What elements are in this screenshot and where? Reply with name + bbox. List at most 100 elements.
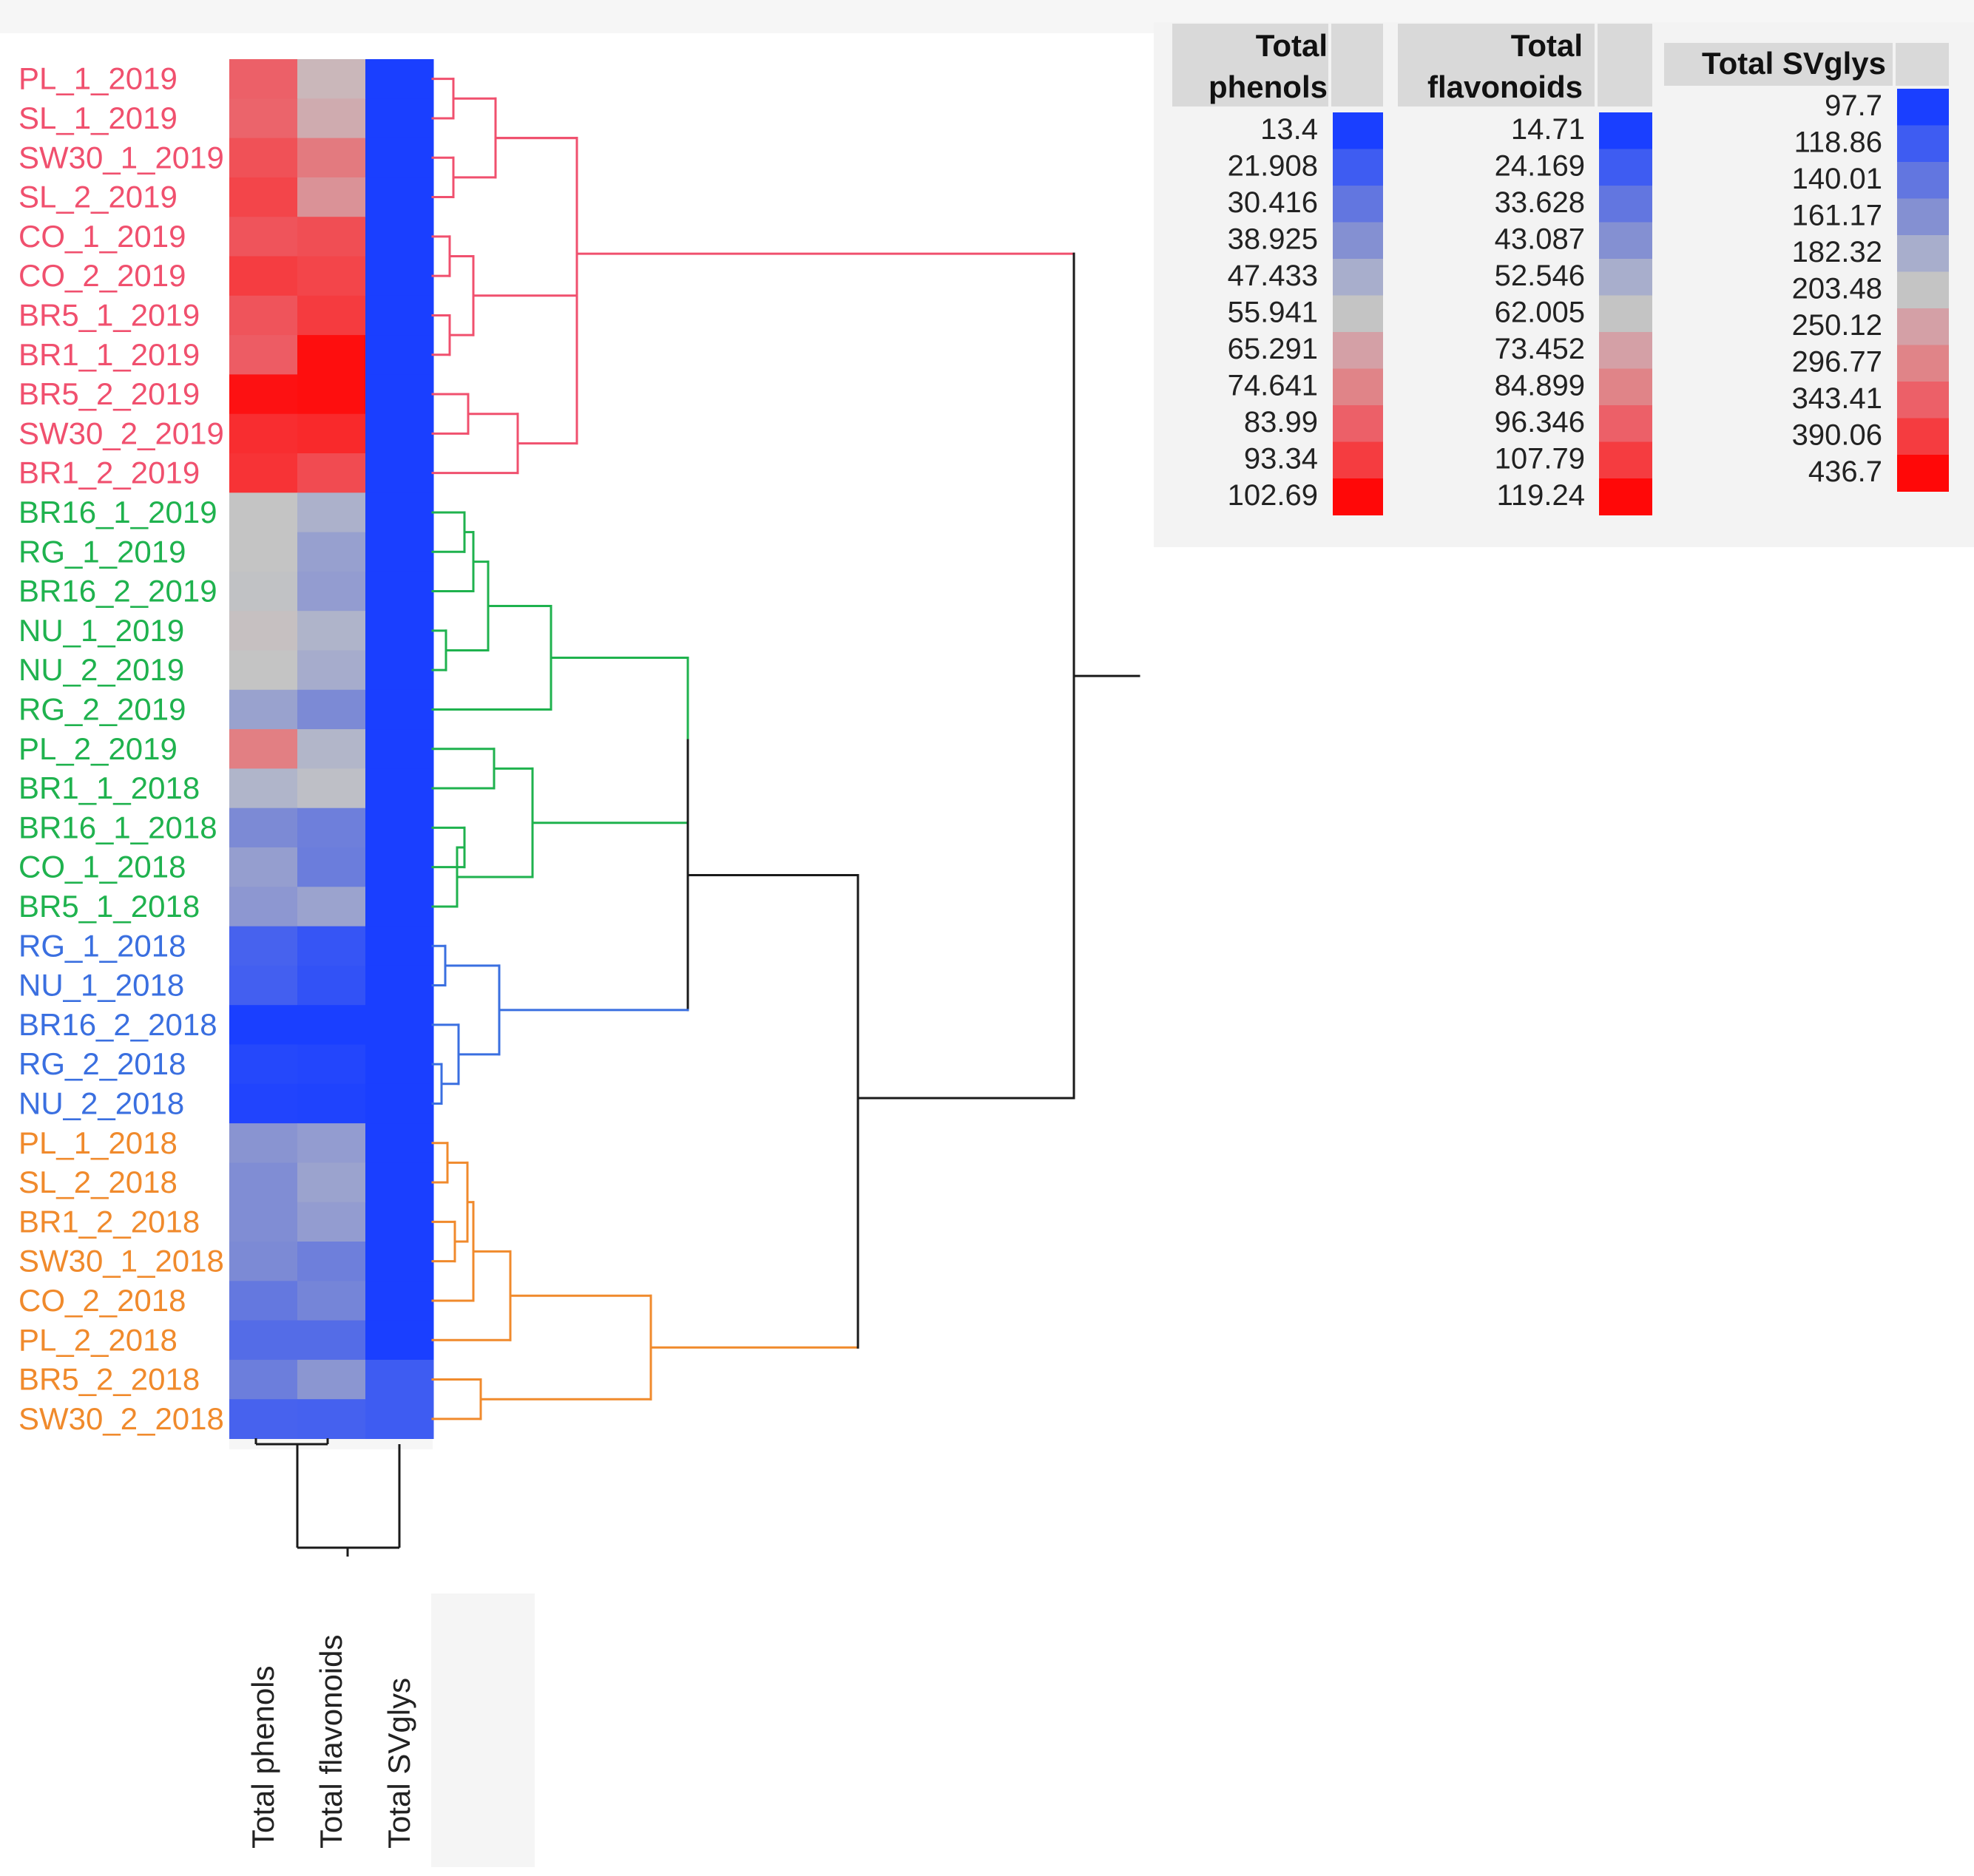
heatmap-cell (297, 1083, 366, 1124)
heatmap-cell (297, 1281, 366, 1321)
legend-swatch (1897, 345, 1949, 382)
row-label: CO_1_2019 (18, 219, 186, 254)
heatmap-cell (365, 1083, 434, 1124)
column-label: Total phenols (246, 1665, 280, 1849)
legend-swatch (1333, 441, 1383, 479)
heatmap-cell (297, 571, 366, 612)
heatmap-cell (297, 453, 366, 493)
row-label: BR1_2_2018 (18, 1204, 200, 1239)
heatmap-cell (365, 374, 434, 415)
heatmap-cell (229, 729, 298, 769)
legend-tick-label: 43.087 (1495, 223, 1585, 256)
legend-swatch (1333, 222, 1383, 260)
legend-swatch (1897, 382, 1949, 419)
heatmap-cell (297, 1044, 366, 1085)
legend-swatch (1333, 478, 1383, 515)
row-dendrogram (431, 78, 1140, 1420)
heatmap-cell (297, 650, 366, 691)
column-label-panel (431, 1594, 535, 1867)
legend-tick-label: 93.34 (1244, 443, 1318, 475)
row-label: BR16_2_2018 (18, 1007, 217, 1042)
legend-title: Total (1511, 28, 1583, 63)
legend-swatch (1897, 162, 1949, 199)
legend-tick-label: 65.291 (1228, 333, 1318, 365)
legend-tick-label: 73.452 (1495, 333, 1585, 365)
heatmap-cell (365, 847, 434, 887)
heatmap-cell (297, 374, 366, 415)
heatmap-cell (229, 98, 298, 139)
heatmap-cell (365, 1242, 434, 1281)
legend-tick-label: 74.641 (1228, 370, 1318, 402)
legend-tick-label: 55.941 (1228, 297, 1318, 329)
heatmap-cell (229, 926, 298, 966)
row-label: SL_2_2018 (18, 1165, 178, 1199)
row-label: CO_1_2018 (18, 850, 186, 884)
legend-swatch (1599, 112, 1652, 149)
legend-tick-label: 30.416 (1228, 186, 1318, 219)
heatmap-cell (229, 413, 298, 454)
row-labels: PL_1_2019 SL_1_2019 SW30_1_2019 SL_2_2019 CO… (18, 61, 224, 1436)
heatmap-cell (229, 1083, 298, 1124)
heatmap-cell (365, 1399, 434, 1439)
row-label: SW30_1_2019 (18, 140, 224, 175)
heatmap-cell (365, 768, 434, 809)
legend-tick-label: 84.899 (1495, 370, 1585, 402)
heatmap-cell (297, 1005, 366, 1045)
legend-tick-label: 33.628 (1495, 186, 1585, 219)
legend-swatch (1599, 405, 1652, 442)
heatmap-cell (365, 335, 434, 375)
heatmap-cell (365, 650, 434, 691)
heatmap-cell (365, 98, 434, 139)
heatmap-cells (229, 59, 434, 1439)
legend-tick-label: 118.86 (1794, 126, 1882, 159)
row-label: CO_2_2018 (18, 1283, 186, 1318)
heatmap-cell (229, 1242, 298, 1281)
row-label: BR16_1_2019 (18, 495, 217, 529)
legend-swatch (1599, 186, 1652, 223)
heatmap-cell (229, 1281, 298, 1321)
legend-header-divider (1893, 43, 1896, 86)
row-label: BR16_1_2018 (18, 810, 217, 844)
legend-title: Total (1256, 28, 1328, 63)
heatmap-cell (365, 1281, 434, 1321)
heatmap-cell (297, 1359, 366, 1400)
legend-tick-label: 250.12 (1792, 309, 1882, 342)
heatmap-cell (297, 847, 366, 887)
heatmap-cell (297, 492, 366, 533)
heatmap-cell (297, 611, 366, 651)
heatmap-cell (229, 295, 298, 336)
legend-swatch (1333, 295, 1383, 333)
legend-swatch (1333, 368, 1383, 406)
heatmap-cell (297, 1202, 366, 1242)
row-label: NU_2_2018 (18, 1086, 184, 1120)
heatmap-cell (229, 1005, 298, 1045)
heatmap-cell (365, 217, 434, 257)
legend-tick-label: 436.7 (1808, 456, 1882, 488)
heatmap-cell (229, 532, 298, 572)
heatmap-cell (365, 1044, 434, 1085)
legend-tick-label: 21.908 (1228, 150, 1318, 183)
heatmap-cell (229, 453, 298, 493)
heatmap-cell (229, 611, 298, 651)
row-label: PL_1_2018 (18, 1125, 178, 1160)
heatmap-cell (297, 413, 366, 454)
legend-title: flavonoids (1427, 70, 1583, 104)
legend-tick-label: 24.169 (1495, 150, 1585, 183)
heatmap-cell (297, 256, 366, 297)
heatmap-cell (365, 887, 434, 927)
row-label: BR5_2_2018 (18, 1362, 200, 1397)
heatmap-cell (297, 1123, 366, 1163)
legend-tick-label: 52.546 (1495, 260, 1585, 292)
legend-swatch (1897, 418, 1949, 456)
heatmap-cell (229, 689, 298, 730)
heatmap-cell (229, 1320, 298, 1361)
heatmap-cell (297, 807, 366, 848)
legend-swatch (1599, 368, 1652, 406)
legend-swatch (1897, 235, 1949, 272)
legend-swatch (1333, 112, 1383, 149)
legend-swatch (1333, 186, 1383, 223)
legend-swatch (1897, 455, 1949, 492)
legend-tick-label: 161.17 (1792, 200, 1882, 232)
heatmap-cell (365, 256, 434, 297)
legend-title: Total SVglys (1702, 46, 1886, 81)
